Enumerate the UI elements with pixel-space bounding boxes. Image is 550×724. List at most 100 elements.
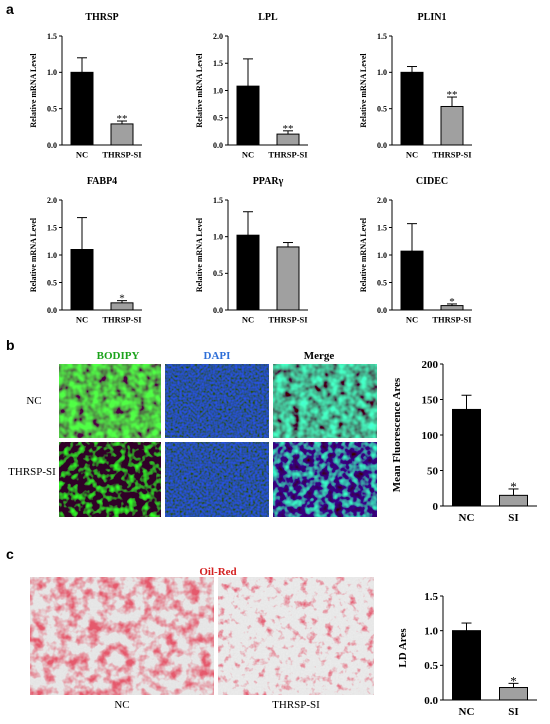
y-axis-label: Mean Fluorescence Ares [391, 377, 403, 492]
chart-cidec: CIDEC 0.0 0.5 1.0 1.5 2.0 Relative mRNA Level N… [359, 176, 472, 325]
chart-plin1: PLIN1 0.0 0.5 1.0 1.5 Relative mRNA Level NC **… [359, 12, 472, 160]
significance-mark: ** [117, 113, 128, 125]
chart-pparg: PPARγ 0.0 0.5 1.0 1.5 Relative mRNA Level NC TH… [195, 176, 308, 325]
chart-title: PLIN1 [418, 12, 447, 23]
y-tick-label: 100 [422, 430, 439, 442]
category-label: NC [459, 706, 475, 718]
panel-label-b: b [6, 337, 15, 353]
category-label: THRSP-SI [432, 315, 472, 325]
category-label: NC [242, 150, 254, 160]
y-axis-label: Relative mRNA Level [29, 217, 38, 292]
image-bodipy-nc-texture [59, 364, 161, 438]
bar [400, 71, 424, 146]
y-tick-label: 2.0 [47, 196, 57, 205]
category-label: NC [459, 512, 475, 524]
chart-lpl: LPL 0.0 0.5 1.0 1.5 2.0 Relative mRNA Level NC *… [195, 12, 308, 160]
image-merge-nc-texture [273, 364, 377, 438]
image-oil-red-nc-droplets [30, 577, 214, 695]
bar [70, 249, 94, 311]
y-tick-label: 0 [433, 501, 439, 513]
chart-title: THRSP [85, 12, 118, 23]
row-label-nc: NC [26, 395, 41, 407]
y-axis-label: Relative mRNA Level [195, 217, 204, 292]
category-label: NC [242, 315, 254, 325]
y-tick-label: 1.5 [213, 59, 223, 68]
y-axis-label: Relative mRNA Level [29, 53, 38, 128]
y-axis-label: Relative mRNA Level [359, 217, 368, 292]
category-label: NC [76, 315, 88, 325]
y-tick-label: 0.0 [47, 141, 57, 150]
y-tick-label: 0.0 [213, 141, 223, 150]
y-tick-label: 1.0 [213, 86, 223, 95]
y-tick-label: 0.5 [47, 278, 57, 287]
y-axis-label: Relative mRNA Level [359, 53, 368, 128]
chart-title: FABP4 [87, 176, 117, 187]
y-tick-label: 1.0 [377, 251, 387, 260]
oil-red-label-si: THRSP-SI [272, 699, 320, 711]
y-tick-label: 2.0 [377, 196, 387, 205]
y-tick-label: 200 [422, 359, 439, 371]
significance-mark: * [510, 479, 517, 494]
row-label-thrsp-si: THRSP-SI [8, 466, 56, 478]
category-label: NC [406, 150, 418, 160]
category-label: THRSP-SI [432, 150, 472, 160]
bar [400, 250, 424, 311]
image-dapi-si-texture [165, 442, 269, 517]
y-tick-label: 1.0 [377, 68, 387, 77]
y-tick-label: 1.5 [213, 196, 223, 205]
bar [70, 71, 94, 146]
micrograph-grid: BODIPY DAPI Merge NC THRSP-SI [8, 350, 377, 517]
significance-mark: ** [447, 89, 458, 101]
y-tick-label: 0.0 [424, 695, 438, 707]
bar [452, 408, 481, 507]
bar [236, 85, 260, 146]
y-tick-label: 2.0 [213, 32, 223, 41]
bar [440, 105, 464, 146]
chart-title: LPL [258, 12, 278, 23]
y-tick-label: 1.0 [47, 251, 57, 260]
oil-red-images: Oil-Red NC THRSP-SI [30, 566, 374, 711]
y-tick-label: 150 [422, 394, 439, 406]
y-tick-label: 1.0 [213, 232, 223, 241]
bar [499, 494, 528, 507]
significance-mark: * [510, 673, 517, 688]
y-tick-label: 1.5 [47, 32, 57, 41]
chart-title: PPARγ [253, 176, 284, 187]
y-tick-label: 0.5 [377, 104, 387, 113]
bar [452, 630, 481, 701]
image-bodipy-si-texture [59, 442, 161, 517]
oil-red-title: Oil-Red [199, 566, 236, 578]
y-tick-label: 0.0 [213, 306, 223, 315]
category-label: NC [406, 315, 418, 325]
y-tick-label: 0.5 [213, 269, 223, 278]
y-tick-label: 1.0 [47, 68, 57, 77]
image-oil-red-si-droplets [218, 577, 374, 695]
chart-ld-area: 0.0 0.5 1.0 1.5 LD Ares NC * SI [397, 591, 537, 718]
bar [499, 687, 528, 701]
y-tick-label: 0.0 [47, 306, 57, 315]
bar [276, 246, 300, 311]
y-tick-label: 1.5 [47, 223, 57, 232]
bar [110, 123, 134, 146]
image-dapi-nc-texture [165, 364, 269, 438]
category-label: THRSP-SI [102, 315, 142, 325]
significance-mark: * [119, 293, 125, 305]
y-tick-label: 1.5 [377, 32, 387, 41]
chart-fabp4: FABP4 0.0 0.5 1.0 1.5 2.0 Relative mRNA Level N… [29, 176, 142, 325]
chart-title: CIDEC [416, 176, 448, 187]
y-tick-label: 0.0 [377, 306, 387, 315]
panel-label-c: c [6, 546, 14, 562]
significance-mark: * [449, 296, 455, 308]
significance-mark: ** [283, 123, 294, 135]
y-axis-label: Relative mRNA Level [195, 53, 204, 128]
bar [276, 133, 300, 146]
y-tick-label: 1.0 [424, 626, 438, 638]
y-tick-label: 50 [427, 465, 439, 477]
chart-thrsp: THRSP 0.0 0.5 1.0 1.5 Relative mRNA Level NC **… [29, 12, 142, 160]
category-label: THRSP-SI [268, 315, 308, 325]
y-tick-label: 0.0 [377, 141, 387, 150]
y-tick-label: 0.5 [424, 660, 438, 672]
column-label-merge: Merge [304, 350, 335, 362]
y-tick-label: 0.5 [213, 114, 223, 123]
